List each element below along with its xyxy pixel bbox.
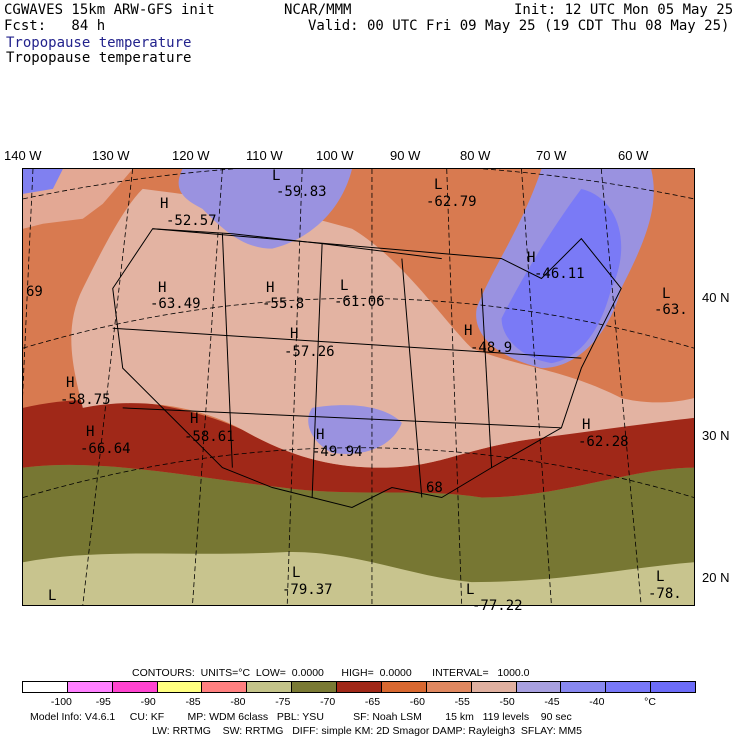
map-label-h1: H xyxy=(160,196,169,212)
map-label-h9-value: -58.61 xyxy=(184,429,235,445)
map-label-l5-value: -79.37 xyxy=(282,582,333,598)
colorbar-bin xyxy=(560,681,607,693)
map-label-l1: L xyxy=(272,168,281,184)
dark-red-band xyxy=(23,399,694,498)
colorbar-tick-label: -45 xyxy=(544,696,560,708)
map-label-l2-value: -62.79 xyxy=(426,194,477,210)
map-label-l5: L xyxy=(292,565,301,581)
lon-label: 100 W xyxy=(316,148,354,163)
map-label-h1-value: -52.57 xyxy=(166,213,217,229)
colorbar-bin xyxy=(291,681,338,693)
lon-label: 110 W xyxy=(246,148,283,163)
map-label-h10: H xyxy=(316,427,325,443)
map-label-h3-value: -63.49 xyxy=(150,296,201,312)
colorbar-tick-label: -50 xyxy=(499,696,515,708)
map-label-extra-2: 68 xyxy=(426,480,443,496)
colorbar-bin xyxy=(111,681,158,693)
map-label-l4-value: -63. xyxy=(654,302,688,318)
lon-label: 140 W xyxy=(4,148,42,163)
lat-label: 40 N xyxy=(702,290,730,305)
colorbar-bin xyxy=(66,681,113,693)
tropopause-temperature-map xyxy=(22,168,695,606)
lon-label: 90 W xyxy=(390,148,421,163)
map-label-h8: H xyxy=(86,424,95,440)
map-label-h5-value: -57.26 xyxy=(284,344,335,360)
map-label-h5: H xyxy=(290,326,299,342)
map-label-h11: H xyxy=(582,417,591,433)
footer-line-2: LW: RRTMG SW: RRTMG DIFF: simple KM: 2D … xyxy=(152,725,583,737)
footer-line-1: Model Info: V4.6.1 CU: KF MP: WDM 6class… xyxy=(30,711,572,723)
map-label-h2-value: -46.11 xyxy=(534,266,585,282)
header-fcst: Fcst: 84 h xyxy=(4,18,106,34)
colorbar-bin xyxy=(470,681,517,693)
field-title-black: Tropopause temperature xyxy=(6,50,192,66)
colorbar-bin xyxy=(380,681,427,693)
map-label-l7: L xyxy=(656,569,665,585)
map-label-h7: H xyxy=(66,375,75,391)
map-label-l3-value: -61.06 xyxy=(334,294,385,310)
map-label-l6: L xyxy=(466,582,475,598)
map-label-h4: H xyxy=(266,280,275,296)
map-label-h9: H xyxy=(190,411,199,427)
north-purple xyxy=(178,169,353,249)
lon-label: 130 W xyxy=(92,148,130,163)
colorbar-bin xyxy=(515,681,562,693)
lat-label: 20 N xyxy=(702,570,730,585)
colorbar-tick-label: -40 xyxy=(589,696,605,708)
colorbar-tick-label: -95 xyxy=(95,696,111,708)
field-title-blue: Tropopause temperature xyxy=(6,35,192,51)
topleft-blue xyxy=(23,169,63,194)
colorbar-bin xyxy=(650,681,696,693)
colorbar-bin xyxy=(201,681,248,693)
map-label-l3: L xyxy=(340,278,349,294)
map-label-l6-value: -77.22 xyxy=(472,598,523,614)
lon-label: 70 W xyxy=(536,148,567,163)
khaki-band xyxy=(23,552,694,605)
map-label-h6-value: -48.9 xyxy=(470,340,513,356)
map-label-h11-value: -62.28 xyxy=(578,434,629,450)
map-label-l7-value: -78. xyxy=(648,586,682,602)
colorbar-bin xyxy=(22,681,68,693)
map-label-h7-value: -58.75 xyxy=(60,392,111,408)
contours-info: CONTOURS: UNITS=°C LOW= 0.0000 HIGH= 0.0… xyxy=(132,667,530,679)
map-label-h3: H xyxy=(158,280,167,296)
map-label-l1-value: -59.83 xyxy=(276,184,327,200)
map-label-h4-value: -55.8 xyxy=(262,296,305,312)
colorbar-tick-label: -85 xyxy=(185,696,201,708)
colorbar-tick-label: -75 xyxy=(275,696,291,708)
map-label-l2: L xyxy=(434,177,443,193)
colorbar-bin xyxy=(156,681,203,693)
lon-label: 120 W xyxy=(172,148,210,163)
colorbar-tick-label: -80 xyxy=(230,696,246,708)
lon-label: 80 W xyxy=(460,148,491,163)
colorbar-bin xyxy=(425,681,472,693)
lat-label: 30 N xyxy=(702,428,730,443)
colorbar-bin xyxy=(246,681,293,693)
header-valid: Valid: 00 UTC Fri 09 May 25 (19 CDT Thu … xyxy=(308,18,730,34)
map-label-h6: H xyxy=(464,323,473,339)
map-label-l8: L xyxy=(48,588,57,604)
colorbar-tick-label: -60 xyxy=(409,696,425,708)
colorbar-tick-label: -65 xyxy=(364,696,381,708)
colorbar-tick-label: -55 xyxy=(454,696,470,708)
lon-label: 60 W xyxy=(618,148,649,163)
colorbar xyxy=(22,681,696,693)
map-label-extra-1: 69 xyxy=(26,284,43,300)
colorbar-bin xyxy=(605,681,652,693)
colorbar-tick-label: -70 xyxy=(320,696,336,708)
header-model: CGWAVES 15km ARW-GFS init xyxy=(4,2,215,18)
header-center: NCAR/MMM xyxy=(284,2,352,18)
colorbar-bin xyxy=(336,681,382,693)
header-init: Init: 12 UTC Mon 05 May 25 xyxy=(514,2,734,18)
northeast-blue xyxy=(501,188,622,364)
map-label-h8-value: -66.64 xyxy=(80,441,131,457)
light-pink-region xyxy=(71,188,694,468)
colorbar-tick-label: -100 xyxy=(50,696,72,708)
map-label-h10-value: -49.94 xyxy=(312,444,363,460)
map-label-l4: L xyxy=(662,286,671,302)
map-label-h2: H xyxy=(527,250,536,266)
colorbar-tick-label: °C xyxy=(644,696,656,708)
colorbar-tick-label: -90 xyxy=(140,696,156,708)
